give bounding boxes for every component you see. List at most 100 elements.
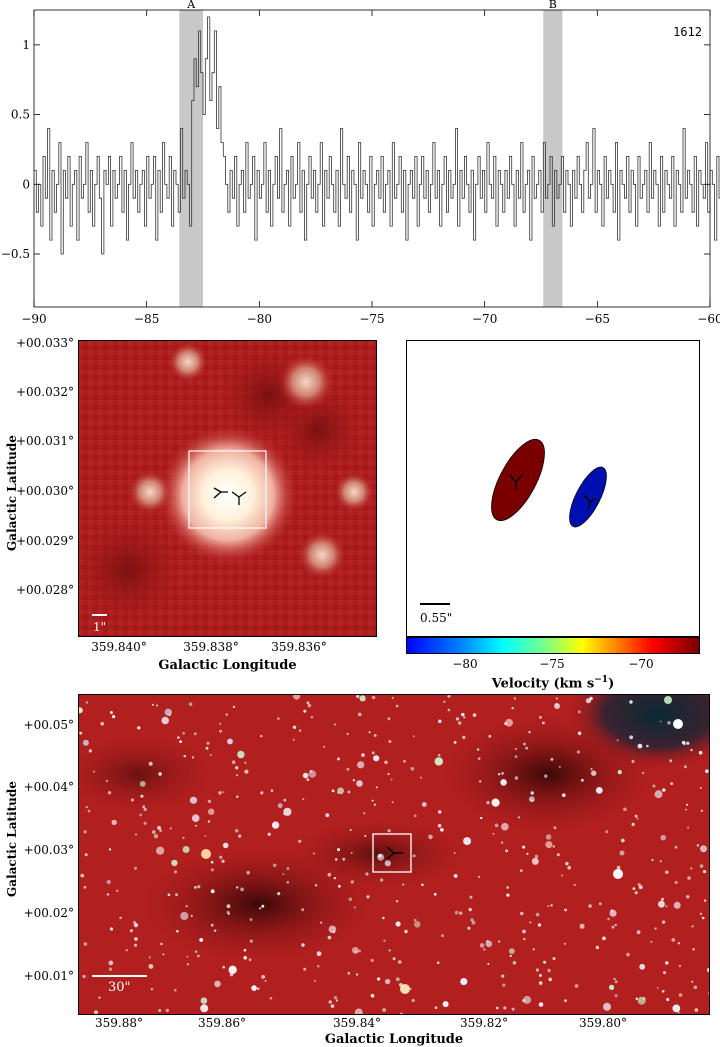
field-star	[531, 857, 539, 865]
field-star	[137, 726, 141, 730]
field-star	[395, 704, 399, 708]
field-star	[673, 901, 681, 909]
field-star	[674, 880, 678, 885]
field-star	[214, 929, 217, 932]
colorbar-tick-label: −80	[452, 657, 478, 671]
field-star	[377, 977, 381, 981]
field-star	[85, 805, 88, 809]
field-star	[457, 721, 462, 725]
field-star	[240, 887, 245, 892]
field-star	[677, 942, 681, 945]
field-scale-label: 30"	[108, 980, 131, 995]
velocity-frame	[406, 340, 700, 637]
field-star	[595, 945, 600, 950]
field-star	[135, 833, 137, 836]
field-star	[301, 943, 305, 947]
field-star	[544, 774, 548, 778]
field-star	[438, 719, 442, 724]
field-star	[564, 943, 566, 945]
field-star	[663, 971, 666, 975]
field-x-axis-title: Galactic Longitude	[324, 1032, 464, 1047]
field-star	[342, 857, 346, 861]
field-star	[588, 904, 592, 908]
field-star	[637, 883, 641, 886]
field-star	[404, 929, 408, 934]
field-star	[442, 1001, 449, 1008]
field-star	[210, 889, 215, 894]
field-star	[333, 996, 338, 1000]
field-star	[251, 985, 257, 991]
field-star	[388, 740, 392, 743]
field-star	[109, 711, 113, 714]
field-star	[693, 985, 698, 990]
field-star	[331, 789, 335, 793]
field-star	[447, 694, 451, 698]
field-star	[428, 834, 433, 840]
field-star	[219, 855, 223, 859]
cutout-y-tick-label: +00.033°	[15, 336, 74, 350]
field-star	[503, 1006, 507, 1010]
field-star	[468, 907, 472, 912]
field-star	[347, 790, 351, 794]
field-star	[581, 778, 584, 782]
field-star	[316, 951, 322, 957]
field-star	[522, 929, 526, 934]
x-tick-label: −75	[359, 312, 384, 326]
field-star	[641, 771, 645, 775]
field-y-tick-label: +00.03°	[23, 843, 74, 857]
field-star	[366, 895, 370, 899]
field-star	[517, 816, 520, 819]
velocity-map: 0.55"	[406, 340, 700, 637]
field-star	[656, 987, 659, 989]
field-star	[174, 988, 177, 992]
field-star	[157, 826, 161, 830]
field-star	[148, 761, 153, 766]
field-star	[368, 731, 371, 734]
field-star	[410, 767, 415, 771]
field-star	[249, 918, 253, 921]
field-star	[395, 900, 399, 903]
field-star	[354, 950, 358, 953]
field-star	[684, 765, 687, 769]
field-star	[453, 852, 456, 854]
field-star	[643, 997, 646, 1000]
field-star	[373, 755, 380, 762]
field-star	[94, 1010, 98, 1015]
field-star	[556, 853, 560, 857]
field-star	[611, 925, 615, 929]
field-star	[509, 954, 512, 958]
field-star	[277, 717, 280, 720]
field-star	[413, 814, 417, 818]
field-star	[409, 987, 412, 990]
field-star	[477, 757, 481, 760]
field-star	[638, 885, 643, 890]
field-star	[370, 993, 375, 998]
field-star	[535, 968, 539, 972]
field-star	[293, 694, 301, 700]
field-star	[523, 937, 526, 941]
field-star	[558, 765, 561, 768]
field-star	[197, 885, 201, 889]
field-star	[421, 883, 424, 887]
cutout-x-tick-label: 359.838°	[183, 640, 239, 654]
field-star	[539, 715, 542, 719]
field-star	[694, 1008, 699, 1012]
field-star	[548, 977, 552, 982]
field-star	[514, 755, 518, 758]
field-star	[87, 809, 91, 813]
field-star	[85, 701, 89, 704]
field-star	[437, 824, 442, 828]
field-star	[134, 866, 137, 870]
field-star	[467, 926, 471, 930]
blue-marker-icon	[583, 494, 597, 511]
field-star	[632, 887, 636, 891]
field-star	[365, 872, 369, 876]
field-star	[373, 734, 377, 737]
field-star	[261, 975, 266, 979]
field-star	[626, 952, 630, 957]
field-star	[204, 835, 207, 837]
field-star	[153, 834, 159, 839]
field-star	[441, 934, 444, 938]
field-star	[261, 904, 265, 908]
field-star	[156, 846, 165, 855]
